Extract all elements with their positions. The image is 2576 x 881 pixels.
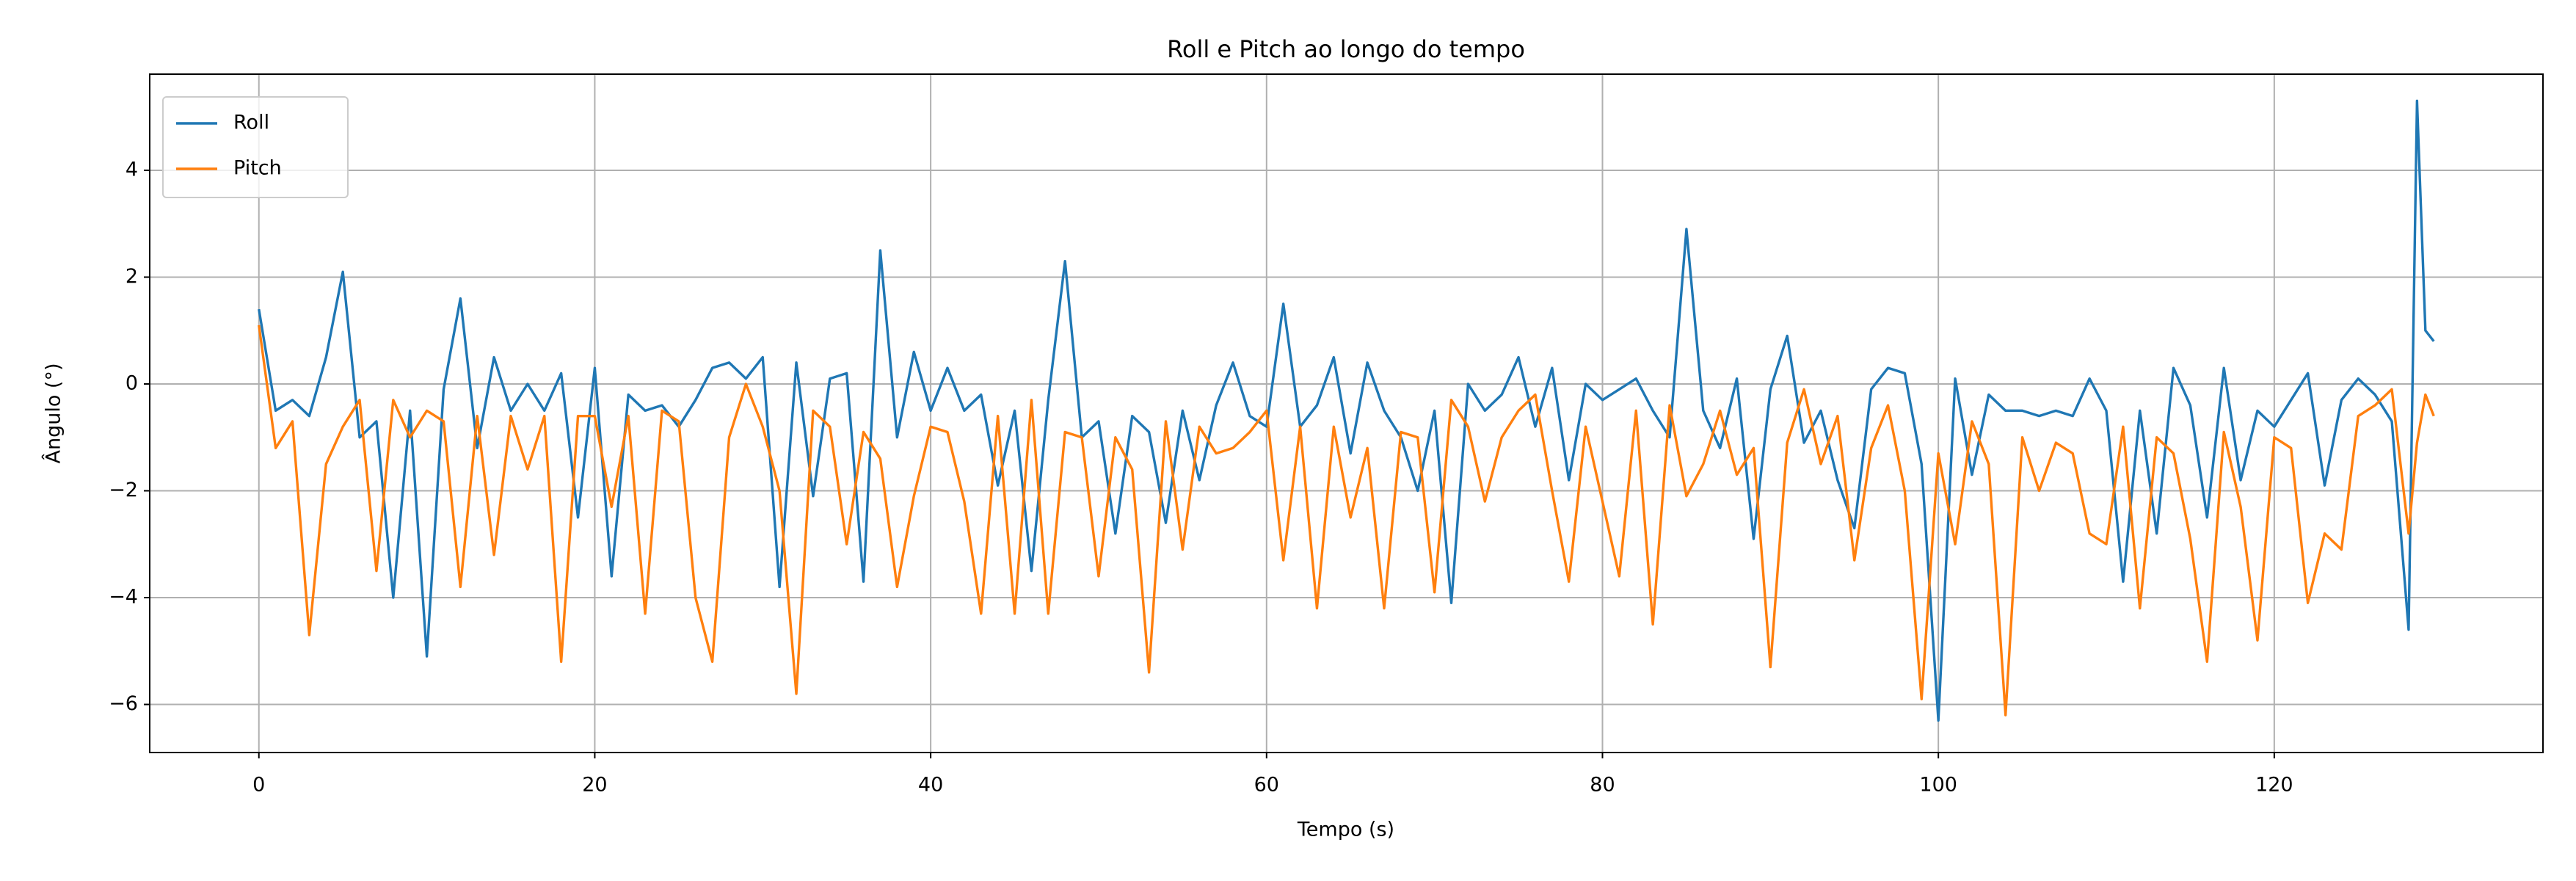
series-line bbox=[258, 325, 2435, 717]
series-line bbox=[258, 99, 2435, 722]
plot-frame bbox=[149, 73, 2544, 753]
y-tick-label: −2 bbox=[109, 479, 138, 501]
y-tick-label: 0 bbox=[125, 371, 138, 394]
y-tick-label: 2 bbox=[125, 265, 138, 288]
x-tick-label: 20 bbox=[582, 774, 607, 797]
x-tick-label: 80 bbox=[1590, 774, 1615, 797]
x-tick-label: 60 bbox=[1254, 774, 1279, 797]
x-tick-label: 40 bbox=[918, 774, 943, 797]
y-tick-label: −4 bbox=[109, 586, 138, 609]
legend-label: Pitch bbox=[233, 157, 282, 180]
y-tick-label: −6 bbox=[109, 692, 138, 715]
x-tick-label: 100 bbox=[1919, 774, 1957, 797]
chart-title: Roll e Pitch ao longo do tempo bbox=[1167, 35, 1525, 63]
y-tick-label: 4 bbox=[125, 158, 138, 181]
y-axis-label: Ângulo (°) bbox=[42, 363, 65, 463]
x-tick-label: 0 bbox=[252, 774, 265, 797]
legend-label: Roll bbox=[233, 112, 269, 134]
x-axis-label: Tempo (s) bbox=[1297, 819, 1394, 841]
x-tick-label: 120 bbox=[2255, 774, 2293, 797]
legend-box bbox=[162, 96, 349, 198]
